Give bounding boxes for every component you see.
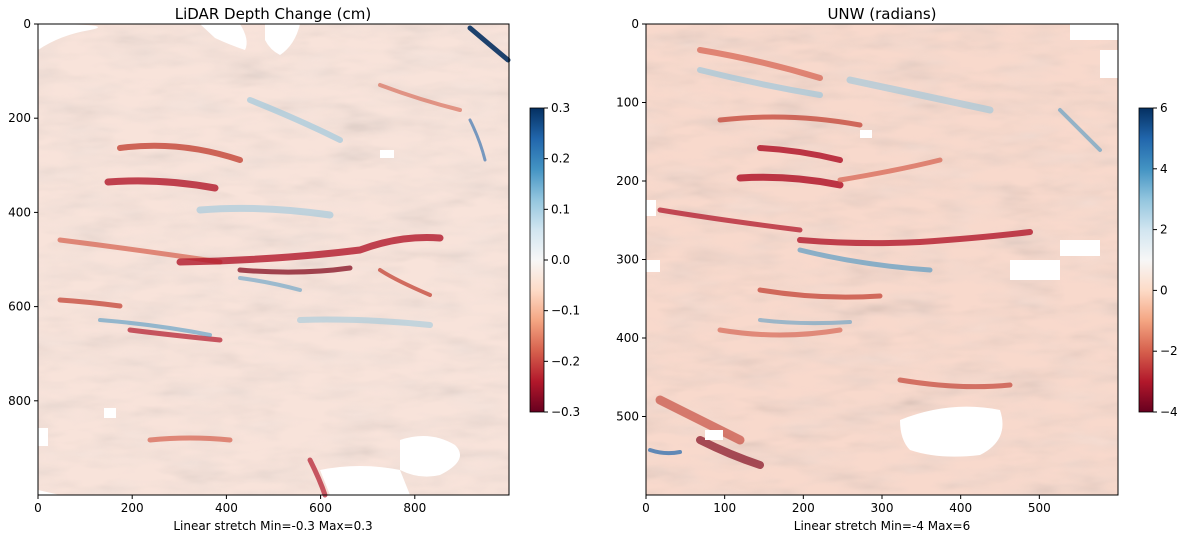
lidar-xlabel: Linear stretch Min=-0.3 Max=0.3 [173, 519, 372, 533]
unw-colorbar-tick-label: −2 [1160, 344, 1178, 358]
unw-xtick-label: 200 [792, 501, 815, 515]
unw-xtick-label: 100 [713, 501, 736, 515]
lidar-colorbar-tick-label: 0.3 [551, 101, 570, 115]
unw-ytick-label: 0 [631, 17, 639, 31]
lidar-xtick-label: 600 [309, 501, 332, 515]
lidar-colorbar-tick-label: −0.3 [551, 405, 580, 419]
unw-xtick-label: 0 [642, 501, 650, 515]
unw-colorbar-tick-label: 6 [1160, 101, 1168, 115]
lidar-colorbar-tick-label: −0.1 [551, 304, 580, 318]
lidar-y-ticks: 0 200 400 600 800 [8, 17, 38, 408]
unw-colorbar-tick-label: −4 [1160, 405, 1178, 419]
lidar-ytick-label: 800 [8, 394, 31, 408]
lidar-xtick-label: 800 [403, 501, 426, 515]
unw-heatmap [646, 24, 1118, 495]
lidar-colorbar-tick-label: −0.2 [551, 354, 580, 368]
lidar-ytick-label: 200 [8, 111, 31, 125]
unw-ytick-label: 100 [616, 96, 639, 110]
unw-colorbar-ticks: −4 −2 0 2 4 6 [1153, 101, 1178, 419]
lidar-x-ticks: 0 200 400 600 800 [34, 495, 426, 515]
lidar-colorbar-tick-label: 0.1 [551, 202, 570, 216]
lidar-xtick-label: 400 [215, 501, 238, 515]
lidar-xtick-label: 0 [34, 501, 42, 515]
lidar-colorbar: −0.3 −0.2 −0.1 0.0 0.1 0.2 0.3 [529, 101, 580, 419]
unw-colorbar: −4 −2 0 2 4 6 [1138, 101, 1178, 419]
unw-ytick-label: 500 [616, 410, 639, 424]
unw-ytick-label: 300 [616, 253, 639, 267]
lidar-title: LiDAR Depth Change (cm) [175, 5, 371, 23]
unw-x-ticks: 0 100 200 300 400 500 [642, 495, 1051, 515]
unw-colorbar-tick-label: 0 [1160, 283, 1168, 297]
lidar-axes-frame [37, 23, 510, 496]
unw-ytick-label: 200 [616, 174, 639, 188]
unw-xtick-label: 300 [871, 501, 894, 515]
unw-y-ticks: 0 100 200 300 400 500 [616, 17, 646, 424]
lidar-colorbar-tick-label: 0.0 [551, 253, 570, 267]
unw-xtick-label: 500 [1028, 501, 1051, 515]
unw-colorbar-tick-label: 2 [1160, 223, 1168, 237]
unw-panel: UNW (radians) [616, 5, 1178, 533]
lidar-colorbar-tick-label: 0.2 [551, 152, 570, 166]
lidar-ytick-label: 400 [8, 205, 31, 219]
lidar-ytick-label: 600 [8, 300, 31, 314]
unw-title: UNW (radians) [827, 5, 936, 23]
unw-ytick-label: 400 [616, 331, 639, 345]
lidar-panel: LiDAR Depth Change (cm) [8, 5, 580, 533]
lidar-colorbar-ticks: −0.3 −0.2 −0.1 0.0 0.1 0.2 0.3 [544, 101, 580, 419]
lidar-xtick-label: 200 [121, 501, 144, 515]
unw-xlabel: Linear stretch Min=-4 Max=6 [794, 519, 970, 533]
lidar-heatmap [38, 24, 511, 498]
unw-colorbar-tick-label: 4 [1160, 162, 1168, 176]
unw-xtick-label: 400 [949, 501, 972, 515]
lidar-ytick-label: 0 [23, 17, 31, 31]
